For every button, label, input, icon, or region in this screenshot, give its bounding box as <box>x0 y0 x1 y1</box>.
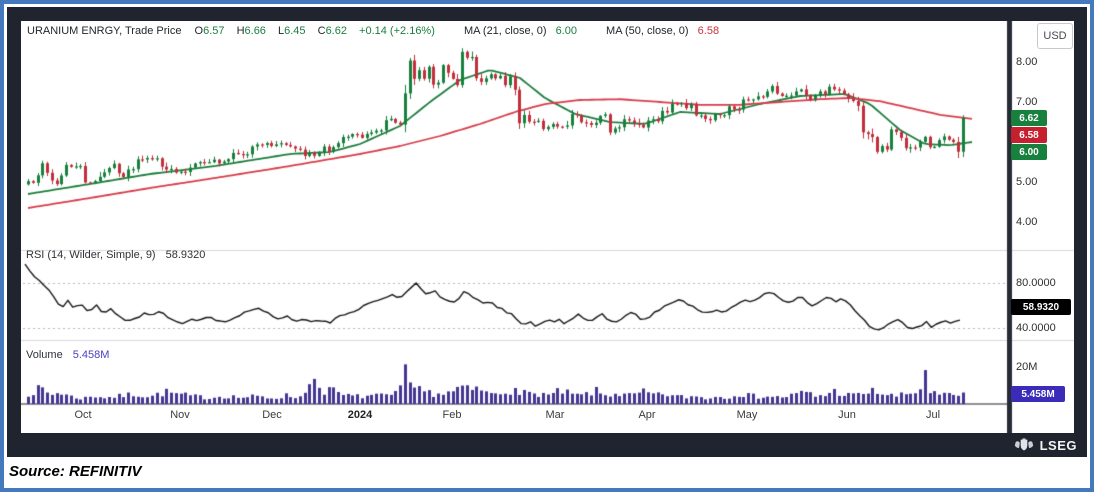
ma50-label: MA (50, close, 0) <box>606 25 689 37</box>
close-value: C6.62 <box>317 25 347 37</box>
rsi-panel-label: RSI (14, Wilder, Simple, 9) 58.9320 <box>26 249 206 261</box>
chart-header: URANIUM ENRGY, Trade Price O6.57 H6.66 L… <box>27 24 719 38</box>
symbol-title: URANIUM ENRGY, Trade Price <box>27 25 182 37</box>
ma21-value: 6.00 <box>555 25 577 37</box>
lseg-logo: LSEG <box>1014 438 1077 453</box>
chart-canvas <box>21 21 1074 433</box>
ma21-label: MA (21, close, 0) <box>463 25 547 37</box>
lseg-crest-icon <box>1014 438 1033 451</box>
source-caption: Source: REFINITIV <box>9 463 142 480</box>
lseg-logo-text: LSEG <box>1039 438 1077 453</box>
volume-panel-label: Volume 5.458M <box>26 349 110 361</box>
change-value: +0.14 (+2.16%) <box>359 25 435 37</box>
low-value: L6.45 <box>278 25 306 37</box>
ma50-value: 6.58 <box>697 25 720 37</box>
rsi-value: 58.9320 <box>165 249 206 261</box>
currency-selector[interactable]: USD <box>1037 23 1073 49</box>
volume-value: 5.458M <box>72 349 110 361</box>
open-value: O6.57 <box>194 25 225 37</box>
chart-frame: URANIUM ENRGY, Trade Price O6.57 H6.66 L… <box>7 7 1087 457</box>
chart-panel: URANIUM ENRGY, Trade Price O6.57 H6.66 L… <box>21 21 1074 433</box>
high-value: H6.66 <box>236 25 266 37</box>
